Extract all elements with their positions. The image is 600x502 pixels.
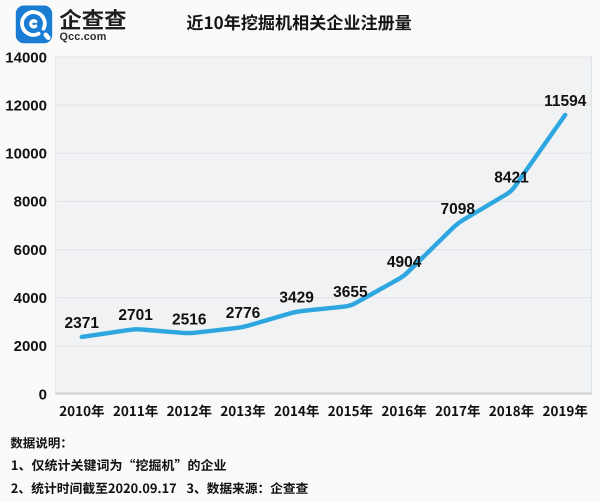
svg-text:3655: 3655 [333, 284, 368, 301]
svg-text:3429: 3429 [279, 290, 314, 307]
svg-text:10000: 10000 [5, 146, 47, 163]
svg-text:0: 0 [39, 386, 47, 403]
svg-text:2701: 2701 [118, 307, 153, 324]
svg-text:11594: 11594 [544, 93, 587, 110]
svg-text:14000: 14000 [5, 49, 47, 66]
svg-text:4000: 4000 [14, 290, 47, 307]
svg-text:4904: 4904 [387, 254, 422, 271]
svg-text:2000: 2000 [14, 338, 47, 355]
svg-text:2371: 2371 [65, 315, 100, 332]
svg-text:2776: 2776 [226, 305, 261, 322]
svg-text:6000: 6000 [14, 242, 47, 259]
svg-text:2516: 2516 [172, 311, 207, 328]
svg-text:8421: 8421 [494, 169, 529, 186]
svg-text:7098: 7098 [441, 201, 476, 218]
svg-text:12000: 12000 [5, 97, 47, 114]
svg-text:Qcc.com: Qcc.com [60, 31, 107, 43]
svg-text:8000: 8000 [14, 194, 47, 211]
